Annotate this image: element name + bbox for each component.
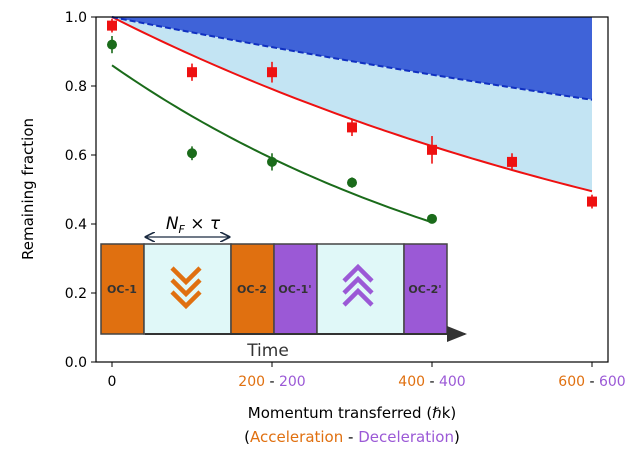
square-point xyxy=(187,67,197,78)
x-axis-sublabel: (Acceleration - Deceleration) xyxy=(244,428,460,446)
x-tick-label: 200 - 200 xyxy=(238,374,305,390)
square-point xyxy=(107,20,117,31)
data-points xyxy=(107,18,597,224)
y-axis: 0.0 0.2 0.4 0.6 0.8 1.0 xyxy=(65,10,96,371)
square-point xyxy=(427,144,437,155)
oc1-block xyxy=(100,243,145,335)
square-point xyxy=(347,122,357,133)
dark-band xyxy=(112,17,592,100)
double-chevron-down-icon xyxy=(170,266,202,310)
oc2-prime-label: OC-2' xyxy=(408,283,441,296)
x-tick-label: 600 - 600 xyxy=(558,374,625,390)
pulse-sequence-inset: OC-1 OC-2 OC-1' OC-2' NF × τ Time xyxy=(100,214,467,361)
circle-point xyxy=(267,156,277,167)
light-band xyxy=(112,17,592,192)
y-tick-label: 0.6 xyxy=(65,148,87,164)
x-axis: 0 200 - 200 400 - 400 600 - 600 xyxy=(108,362,626,390)
x-axis-label: Momentum transferred (ℏk) xyxy=(248,404,456,422)
x-sublabel-decel: Deceleration xyxy=(358,428,454,446)
y-tick-label: 0.0 xyxy=(65,355,87,371)
confidence-bands xyxy=(112,17,592,192)
dashed-fit-line xyxy=(111,16,593,101)
time-label: Time xyxy=(246,341,289,361)
y-tick-label: 0.2 xyxy=(65,286,87,302)
oc1-prime-label: OC-1' xyxy=(278,283,311,296)
y-axis-label: Remaining fraction xyxy=(19,118,37,260)
decel-block xyxy=(316,243,405,335)
oc2-prime-block xyxy=(403,243,448,335)
x-sublabel-close: ) xyxy=(454,428,460,446)
plot-frame xyxy=(95,16,609,363)
x-tick-label: 400 - 400 xyxy=(398,374,465,390)
x-tick-label: 0 xyxy=(108,374,117,390)
oc1-prime-block xyxy=(273,243,318,335)
circle-point xyxy=(107,39,117,50)
circle-point xyxy=(187,148,197,159)
oc2-label: OC-2 xyxy=(237,283,267,296)
circle-point xyxy=(347,177,357,188)
accel-block xyxy=(143,243,232,335)
x-sublabel-open: ( xyxy=(244,428,250,446)
duration-label: NF × τ xyxy=(166,214,221,236)
square-point xyxy=(587,196,597,207)
oc1-label: OC-1 xyxy=(107,283,137,296)
circle-point xyxy=(427,213,437,224)
y-tick-label: 0.4 xyxy=(65,217,87,233)
y-tick-label: 1.0 xyxy=(65,10,87,26)
double-chevron-up-icon xyxy=(342,263,374,307)
square-point xyxy=(267,67,277,78)
y-tick-label: 0.8 xyxy=(65,79,87,95)
square-point xyxy=(507,156,517,167)
x-sublabel-sep: - xyxy=(343,428,358,446)
x-sublabel-accel: Acceleration xyxy=(250,428,343,446)
